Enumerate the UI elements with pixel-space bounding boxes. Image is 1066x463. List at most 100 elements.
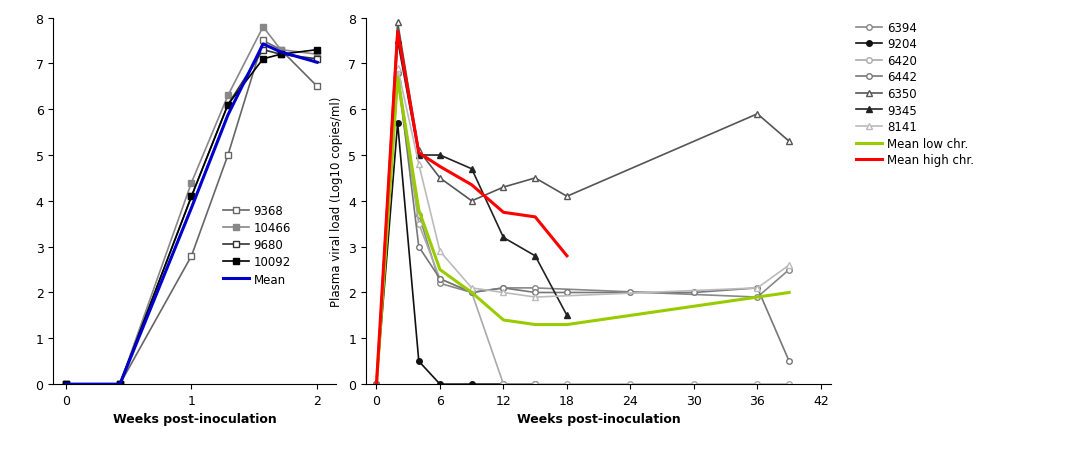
6442 — [782, 359, 795, 364]
10466 — [310, 52, 323, 58]
Line: 8141: 8141 — [373, 65, 793, 388]
6394 — [370, 382, 383, 387]
8141 — [466, 286, 479, 291]
9345 — [561, 313, 574, 319]
9345 — [391, 38, 404, 44]
Line: 9680: 9680 — [63, 47, 321, 388]
9368 — [113, 382, 126, 387]
10092 — [222, 103, 235, 108]
10466 — [222, 94, 235, 99]
6420 — [413, 221, 425, 227]
9680 — [185, 194, 198, 200]
6394 — [529, 286, 542, 291]
9345 — [413, 153, 425, 158]
6394 — [497, 286, 510, 291]
Mean low chr. — [688, 304, 700, 309]
8141 — [391, 66, 404, 72]
8141 — [529, 294, 542, 300]
6420 — [434, 276, 447, 282]
6394 — [782, 267, 795, 273]
Line: 9345: 9345 — [373, 38, 570, 388]
Legend: 6394, 9204, 6420, 6442, 6350, 9345, 8141, Mean low chr., Mean high chr.: 6394, 9204, 6420, 6442, 6350, 9345, 8141… — [852, 17, 979, 171]
Mean low chr. — [752, 294, 764, 300]
Mean — [222, 113, 235, 119]
9204 — [434, 382, 447, 387]
Mean — [274, 50, 287, 56]
8141 — [497, 290, 510, 295]
9204 — [391, 121, 404, 126]
6350 — [529, 176, 542, 181]
6420 — [497, 382, 510, 387]
9204 — [497, 382, 510, 387]
9368 — [60, 382, 72, 387]
X-axis label: Weeks post-inoculation: Weeks post-inoculation — [113, 413, 276, 425]
Mean low chr. — [370, 382, 383, 387]
9680 — [257, 48, 270, 53]
6350 — [413, 148, 425, 154]
8141 — [413, 162, 425, 168]
Line: 10092: 10092 — [63, 47, 321, 388]
6350 — [497, 185, 510, 190]
Mean high chr. — [497, 210, 510, 216]
9368 — [222, 153, 235, 158]
10092 — [113, 382, 126, 387]
10466 — [60, 382, 72, 387]
Mean high chr. — [529, 215, 542, 220]
6442 — [624, 290, 636, 295]
6442 — [529, 290, 542, 295]
9368 — [274, 48, 287, 53]
Mean low chr. — [466, 290, 479, 295]
9368 — [310, 84, 323, 90]
Legend: 9368, 10466, 9680, 10092, Mean: 9368, 10466, 9680, 10092, Mean — [219, 200, 295, 291]
6394 — [466, 290, 479, 295]
Mean high chr. — [391, 30, 404, 35]
Mean low chr. — [782, 290, 795, 295]
6442 — [688, 290, 700, 295]
9368 — [185, 253, 198, 259]
6442 — [434, 276, 447, 282]
6442 — [497, 286, 510, 291]
8141 — [434, 249, 447, 255]
9345 — [466, 167, 479, 172]
6442 — [561, 290, 574, 295]
Line: Mean low chr.: Mean low chr. — [376, 78, 789, 384]
9680 — [274, 52, 287, 58]
10092 — [257, 57, 270, 63]
9345 — [370, 382, 383, 387]
6420 — [529, 382, 542, 387]
8141 — [782, 263, 795, 268]
Mean low chr. — [434, 267, 447, 273]
10092 — [60, 382, 72, 387]
6350 — [434, 176, 447, 181]
9368 — [257, 38, 270, 44]
Mean — [60, 382, 72, 387]
10092 — [274, 52, 287, 58]
10466 — [274, 48, 287, 53]
6420 — [752, 382, 764, 387]
Line: 6350: 6350 — [373, 19, 793, 388]
6442 — [413, 244, 425, 250]
6420 — [624, 382, 636, 387]
9204 — [370, 382, 383, 387]
Mean low chr. — [413, 208, 425, 213]
10466 — [257, 25, 270, 31]
9680 — [222, 103, 235, 108]
Mean — [113, 382, 126, 387]
Mean low chr. — [624, 313, 636, 319]
Line: 9368: 9368 — [63, 38, 321, 388]
6442 — [370, 382, 383, 387]
6420 — [391, 80, 404, 85]
10466 — [113, 382, 126, 387]
Mean low chr. — [391, 75, 404, 81]
6420 — [466, 290, 479, 295]
6420 — [688, 382, 700, 387]
6442 — [466, 290, 479, 295]
Line: Mean: Mean — [66, 45, 317, 384]
X-axis label: Weeks post-inoculation: Weeks post-inoculation — [517, 413, 680, 425]
9680 — [310, 57, 323, 63]
Line: 6420: 6420 — [374, 80, 792, 387]
Mean — [185, 206, 198, 211]
9680 — [60, 382, 72, 387]
9204 — [466, 382, 479, 387]
6394 — [752, 294, 764, 300]
